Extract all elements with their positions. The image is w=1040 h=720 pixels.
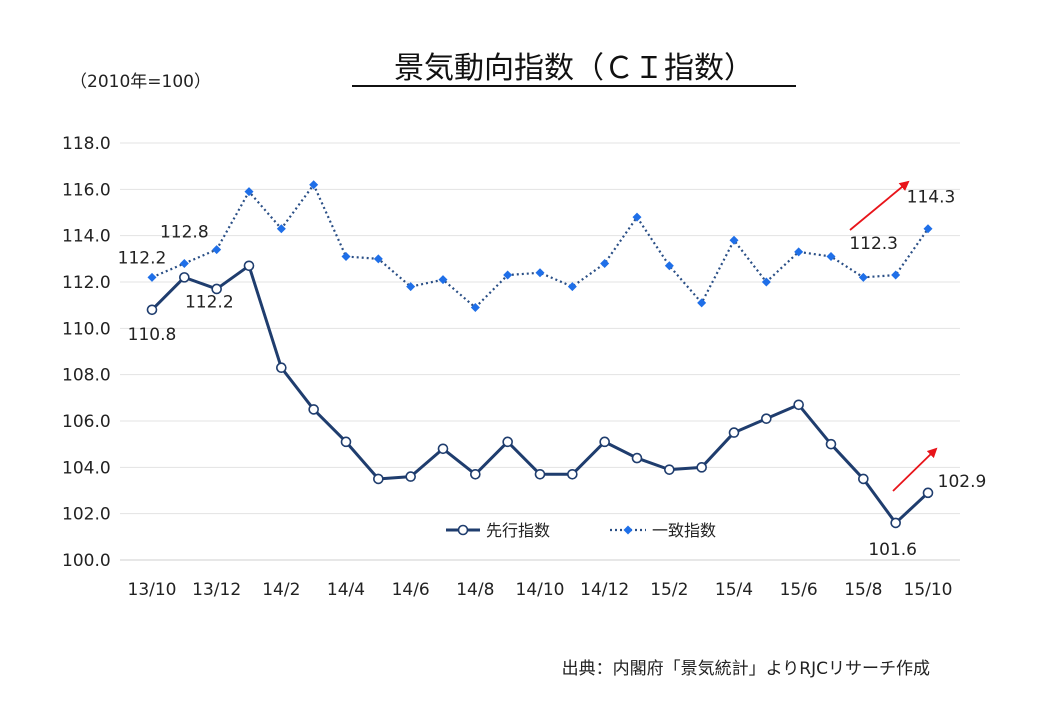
trend-arrow-up-1: [849, 180, 910, 231]
data-point: [858, 473, 869, 485]
x-tick-label: 13/10: [128, 580, 177, 600]
data-point: [567, 468, 578, 480]
data-point: [309, 180, 319, 190]
data-point: [922, 487, 934, 499]
data-point: [146, 304, 158, 316]
data-point: [728, 427, 740, 438]
data-point: [697, 298, 707, 308]
data-point: [211, 283, 222, 295]
x-tick-label: 15/4: [715, 580, 753, 600]
trend-arrow-up-2: [892, 447, 938, 492]
series-line-0: [150, 264, 930, 525]
x-tick-label: 14/12: [580, 580, 629, 600]
data-point: [631, 452, 643, 464]
data-point: [179, 258, 189, 268]
data-point: [923, 224, 933, 234]
data-point: [632, 212, 642, 222]
y-tick-label: 116.0: [62, 180, 111, 200]
data-point: [891, 270, 901, 280]
y-tick-label: 106.0: [62, 412, 111, 432]
data-point: [664, 261, 674, 271]
data-label: 112.2: [118, 248, 167, 268]
x-tick-label: 14/8: [456, 580, 494, 600]
x-tick-label: 15/10: [904, 580, 953, 600]
data-label: 114.3: [907, 188, 956, 208]
data-point: [147, 272, 157, 282]
data-point: [470, 468, 481, 480]
y-tick-label: 102.0: [62, 505, 111, 525]
y-tick-label: 114.0: [62, 227, 111, 247]
data-point: [729, 235, 739, 245]
data-label: 101.6: [868, 540, 917, 560]
data-point: [341, 252, 351, 262]
data-point: [890, 517, 901, 529]
data-point: [405, 471, 416, 482]
data-point: [244, 187, 254, 197]
data-label: 112.3: [849, 234, 898, 254]
data-label: 110.8: [128, 325, 177, 345]
y-tick-label: 118.0: [62, 134, 111, 154]
data-point: [179, 272, 190, 283]
data-label: 102.9: [938, 472, 987, 492]
x-tick-label: 14/2: [262, 580, 300, 600]
y-tick-label: 104.0: [62, 458, 111, 478]
source-note: 出典：内閣府「景気統計」よりRJCリサーチ作成: [562, 659, 930, 679]
data-point: [276, 362, 287, 374]
data-point: [438, 275, 448, 285]
y-tick-label: 108.0: [62, 366, 111, 386]
data-point: [535, 268, 545, 278]
x-tick-label: 14/10: [516, 580, 565, 600]
data-point: [761, 413, 772, 424]
y-tick-label: 100.0: [62, 551, 111, 571]
unit-note: （2010年=100）: [70, 72, 211, 92]
data-point: [696, 462, 707, 473]
data-point: [793, 399, 804, 411]
data-point: [599, 436, 610, 448]
data-point: [794, 247, 804, 257]
legend-label-0: 先行指数: [486, 521, 550, 540]
series-line-1: [151, 183, 929, 309]
data-point: [470, 302, 480, 312]
x-tick-label: 13/12: [192, 580, 241, 600]
data-point: [502, 436, 513, 448]
data-label: 112.2: [185, 292, 234, 312]
data-point: [373, 254, 383, 264]
y-tick-label: 112.0: [62, 273, 111, 293]
data-point: [276, 224, 286, 234]
chart-title: 景気動向指数（ＣＩ指数）: [394, 51, 754, 86]
data-point: [826, 252, 836, 262]
data-point: [373, 473, 384, 485]
x-tick-label: 14/4: [327, 580, 365, 600]
data-point: [308, 404, 319, 415]
data-point: [567, 282, 577, 292]
y-tick-label: 110.0: [62, 319, 111, 339]
data-point: [406, 282, 416, 292]
data-point: [664, 464, 675, 475]
data-point: [761, 277, 771, 287]
data-point: [825, 438, 837, 450]
legend-marker-1: [623, 525, 633, 535]
data-point: [437, 443, 449, 455]
data-point: [340, 436, 352, 448]
data-point: [243, 260, 255, 272]
x-tick-label: 14/6: [392, 580, 430, 600]
data-point: [534, 468, 546, 480]
data-label: 112.8: [160, 222, 209, 242]
data-point: [503, 270, 513, 280]
x-tick-label: 15/2: [650, 580, 688, 600]
legend-marker-0: [457, 524, 469, 536]
x-tick-label: 15/6: [780, 580, 818, 600]
legend-label-1: 一致指数: [652, 521, 716, 540]
data-point: [600, 258, 610, 268]
data-point: [858, 272, 868, 282]
data-point: [212, 245, 222, 255]
x-tick-label: 15/8: [844, 580, 882, 600]
